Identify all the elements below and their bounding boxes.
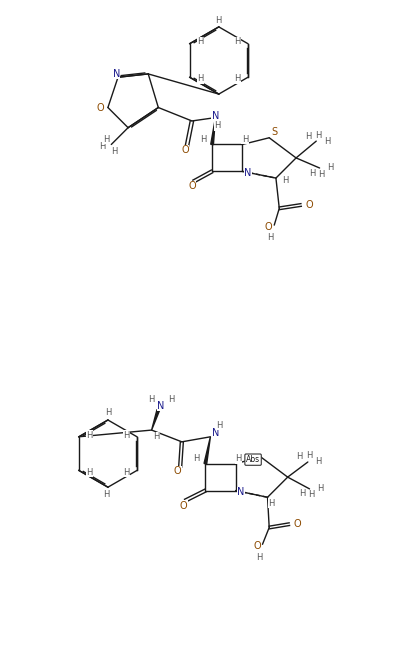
Text: H: H — [308, 491, 314, 499]
Text: N: N — [113, 69, 120, 79]
Text: O: O — [253, 541, 261, 551]
Text: H: H — [315, 130, 321, 140]
Text: H: H — [103, 490, 109, 499]
Text: H: H — [99, 142, 105, 151]
Text: H: H — [197, 38, 204, 46]
Text: O: O — [265, 222, 273, 232]
Text: O: O — [96, 103, 104, 112]
Text: H: H — [317, 485, 323, 493]
Text: H: H — [123, 468, 130, 476]
Text: H: H — [235, 454, 242, 463]
Text: H: H — [306, 452, 313, 460]
Text: O: O — [181, 145, 189, 155]
Text: H: H — [318, 169, 324, 179]
Text: H: H — [103, 135, 109, 144]
Text: H: H — [193, 454, 199, 463]
Text: H: H — [282, 176, 288, 185]
Text: N: N — [157, 401, 165, 411]
Text: H: H — [315, 458, 322, 466]
Text: H: H — [105, 408, 111, 417]
Text: H: H — [197, 75, 204, 83]
Text: H: H — [297, 452, 303, 462]
Text: H: H — [111, 147, 117, 157]
Text: H: H — [123, 431, 130, 439]
Text: H: H — [234, 75, 240, 83]
Text: H: H — [242, 135, 248, 144]
Text: S: S — [271, 127, 277, 136]
Text: Abs: Abs — [246, 455, 260, 464]
Text: H: H — [200, 135, 206, 144]
Text: O: O — [174, 466, 181, 476]
Text: H: H — [234, 38, 240, 46]
Text: O: O — [293, 519, 301, 529]
Text: H: H — [268, 499, 275, 508]
Text: H: H — [309, 169, 316, 177]
Polygon shape — [211, 118, 215, 144]
Text: O: O — [180, 501, 187, 511]
Text: N: N — [212, 428, 219, 437]
Text: H: H — [217, 421, 223, 429]
Text: H: H — [257, 552, 263, 562]
Text: H: H — [86, 431, 93, 439]
Text: H: H — [86, 468, 93, 476]
Polygon shape — [204, 437, 210, 464]
Text: H: H — [153, 432, 160, 442]
Text: N: N — [244, 168, 251, 178]
Polygon shape — [152, 409, 160, 430]
Text: N: N — [212, 111, 219, 121]
Text: O: O — [188, 181, 196, 192]
Text: O: O — [305, 200, 313, 210]
Text: H: H — [299, 489, 305, 499]
Text: H: H — [267, 233, 274, 243]
Text: N: N — [237, 487, 245, 497]
Text: H: H — [327, 163, 333, 173]
Text: H: H — [214, 122, 220, 130]
Text: H: H — [305, 132, 311, 140]
Text: H: H — [216, 15, 222, 25]
Text: H: H — [148, 395, 154, 405]
Text: H: H — [324, 136, 330, 146]
Text: H: H — [168, 395, 174, 405]
